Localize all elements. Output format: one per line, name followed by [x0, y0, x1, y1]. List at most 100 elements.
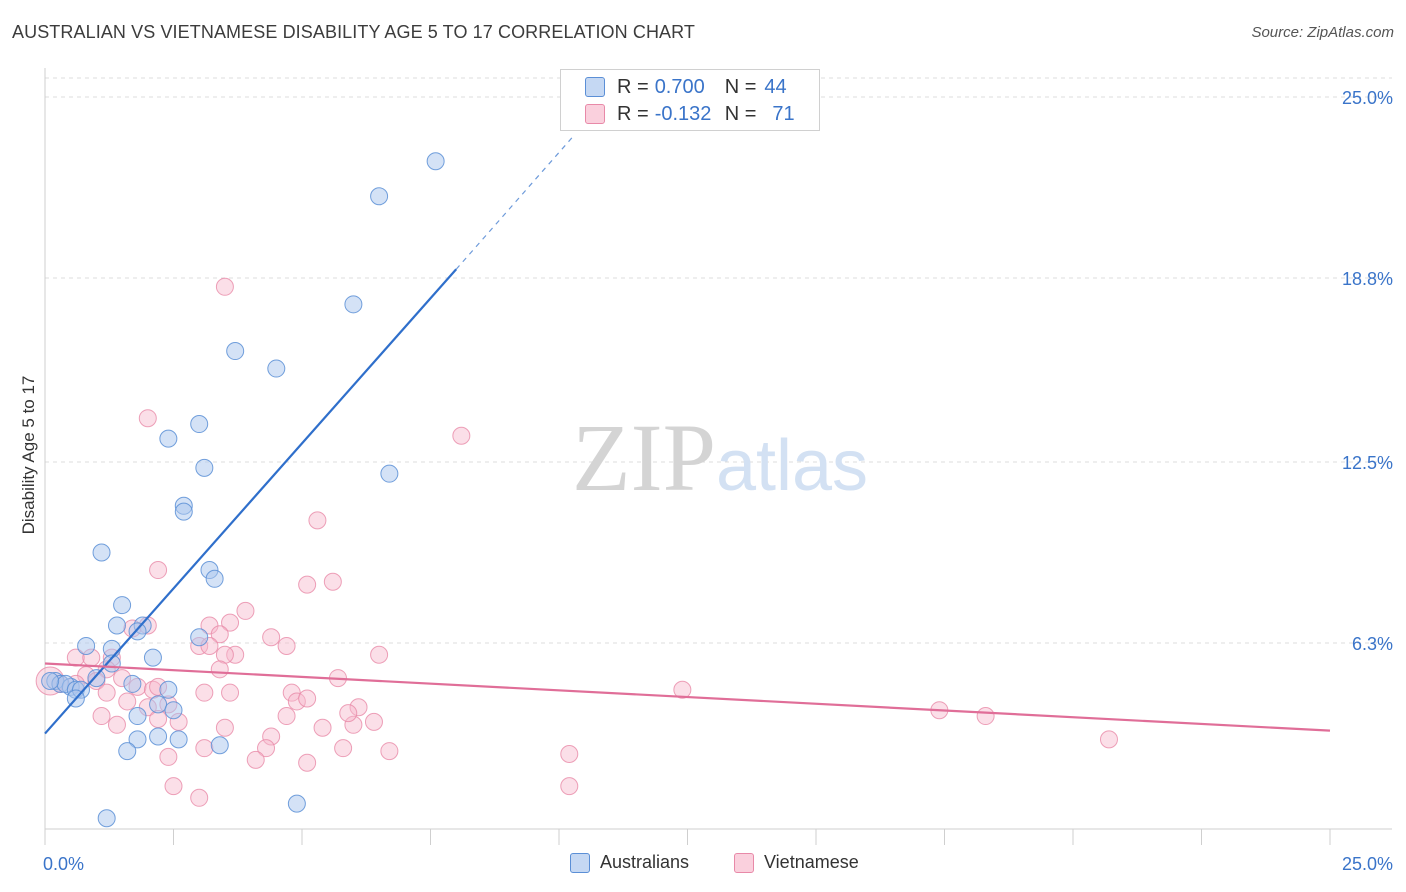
- series-label-australians: Australians: [600, 852, 690, 872]
- watermark-atlas: atlas: [716, 426, 868, 506]
- vietnamese-point: [210, 625, 229, 644]
- australians-point: [370, 187, 389, 206]
- vietnamese-point: [313, 718, 332, 737]
- watermark-zip: ZIP: [572, 404, 716, 511]
- vietnamese-point: [195, 683, 214, 702]
- y-axis-label: Disability Age 5 to 17: [19, 376, 38, 535]
- australians-point: [41, 672, 60, 690]
- australians-point: [128, 622, 147, 641]
- australians-trend-line: [44, 268, 458, 735]
- australians-point: [87, 669, 106, 688]
- vietnamese-point: [92, 707, 111, 726]
- vietnamese-point: [226, 645, 245, 664]
- axes: [44, 68, 1392, 845]
- australians-point: [149, 695, 168, 714]
- australians-point: [97, 809, 116, 828]
- australians-point: [143, 648, 162, 667]
- y-tick-label: 25.0%: [1342, 88, 1393, 108]
- australians-point: [380, 464, 399, 483]
- australians-points: [41, 152, 445, 828]
- legend-n-label: N =: [724, 102, 757, 125]
- series-label-vietnamese: Vietnamese: [764, 852, 859, 872]
- series-swatch-vietnamese: [734, 852, 754, 873]
- australians-point: [205, 569, 224, 588]
- vietnamese-point: [277, 636, 296, 655]
- vietnamese-point: [118, 692, 137, 711]
- x-tick-label: 25.0%: [1342, 854, 1393, 874]
- australians-point: [287, 794, 306, 813]
- legend-n-value: 44: [764, 75, 787, 98]
- legend-r-value: -0.132: [654, 102, 712, 125]
- vietnamese-point: [339, 704, 358, 723]
- vietnamese-point: [323, 572, 342, 591]
- vietnamese-point: [107, 715, 126, 734]
- legend-n-label: N =: [724, 75, 757, 98]
- australians-point: [149, 727, 168, 746]
- correlation-legend: R = 0.700 N = 44 R = -0.132 N = 71: [560, 69, 820, 131]
- vietnamese-point: [195, 739, 214, 758]
- vietnamese-point: [334, 739, 353, 758]
- australians-point: [195, 458, 214, 477]
- series-legend: Australians Vietnamese: [0, 852, 1406, 876]
- vietnamese-point: [298, 689, 317, 708]
- vietnamese-point: [298, 575, 317, 594]
- australians-point: [174, 502, 193, 521]
- australians-point: [267, 359, 286, 378]
- australians-point: [118, 742, 137, 761]
- vietnamese-point: [210, 660, 229, 679]
- gridlines: [45, 77, 1392, 644]
- vietnamese-point: [236, 601, 255, 620]
- vietnamese-point: [976, 707, 995, 726]
- legend-r-label: R =: [617, 75, 649, 98]
- australians-point: [159, 429, 178, 448]
- series-swatch-australians: [570, 852, 590, 873]
- vietnamese-point: [190, 788, 209, 807]
- vietnamese-point: [364, 712, 383, 731]
- australians-point: [92, 543, 111, 562]
- vietnamese-point: [673, 680, 692, 699]
- y-tick-label: 18.8%: [1342, 269, 1393, 289]
- vietnamese-point: [159, 747, 178, 766]
- australians-point: [128, 730, 147, 749]
- vietnamese-point: [149, 561, 168, 580]
- australians-point: [169, 730, 188, 749]
- legend-row-australians: R = 0.700 N = 44: [585, 75, 787, 99]
- legend-row-vietnamese: R = -0.132 N = 71: [585, 102, 795, 126]
- australians-point: [426, 152, 445, 171]
- watermark: ZIPatlas: [572, 404, 868, 511]
- vietnamese-point: [287, 692, 306, 711]
- australians-point: [344, 295, 363, 314]
- vietnamese-point: [215, 718, 234, 737]
- vietnamese-point: [560, 777, 579, 796]
- vietnamese-point: [138, 409, 157, 428]
- australians-point: [210, 736, 229, 755]
- legend-swatch-australians: [585, 77, 605, 97]
- vietnamese-point: [97, 683, 116, 702]
- australians-point: [77, 636, 96, 655]
- vietnamese-point: [344, 715, 363, 734]
- australians-point: [190, 628, 209, 647]
- vietnamese-points: [35, 277, 1118, 807]
- vietnamese-point: [257, 739, 276, 758]
- vietnamese-point: [262, 727, 281, 746]
- vietnamese-point: [164, 777, 183, 796]
- trend-lines: [44, 134, 1331, 735]
- australians-point: [190, 415, 209, 434]
- australians-point: [226, 342, 245, 361]
- vietnamese-point: [349, 698, 368, 717]
- vietnamese-trend-line: [44, 662, 1331, 732]
- australians-point: [113, 596, 132, 615]
- vietnamese-point: [246, 750, 265, 769]
- vietnamese-point: [282, 683, 301, 702]
- vietnamese-point: [452, 426, 471, 445]
- vietnamese-point: [215, 645, 234, 664]
- vietnamese-point: [380, 742, 399, 761]
- legend-r-value: 0.700: [654, 75, 705, 98]
- legend-r-label: R =: [617, 102, 649, 125]
- series-legend-australians[interactable]: Australians: [570, 852, 689, 873]
- australians-point: [128, 707, 147, 726]
- series-legend-vietnamese[interactable]: Vietnamese: [734, 852, 859, 873]
- vietnamese-point: [308, 511, 327, 530]
- vietnamese-point: [298, 753, 317, 772]
